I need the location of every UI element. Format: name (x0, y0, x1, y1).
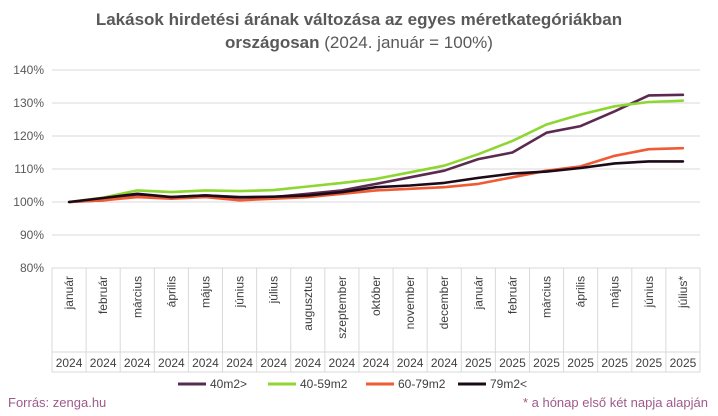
y-tick-label: 130% (13, 96, 44, 110)
year-label: 2024 (294, 356, 321, 370)
title-line-2-bold: országosan (225, 33, 320, 52)
x-tick-label: július (267, 276, 281, 304)
x-tick-label: február (505, 276, 519, 314)
year-label: 2025 (601, 356, 628, 370)
year-label: 2025 (499, 356, 526, 370)
legend-label-0: 40m2> (210, 377, 247, 391)
year-label: 2025 (670, 356, 697, 370)
year-label: 2025 (567, 356, 594, 370)
chart-title: Lakások hirdetési árának változása az eg… (0, 8, 718, 54)
x-tick-label: február (96, 276, 110, 314)
x-tick-label: december (437, 276, 451, 329)
y-tick-label: 120% (13, 129, 44, 143)
x-tick-label: augusztus (301, 276, 315, 331)
y-tick-label: 140% (13, 63, 44, 77)
year-label: 2024 (226, 356, 253, 370)
year-label: 2025 (533, 356, 560, 370)
year-label: 2024 (124, 356, 151, 370)
x-tick-label: június (642, 276, 656, 308)
title-line-2-rest: (2024. január = 100%) (319, 33, 493, 52)
series-line-1 (67, 99, 685, 204)
y-tick-label: 100% (13, 195, 44, 209)
x-tick-label: november (403, 276, 417, 329)
year-label: 2025 (465, 356, 492, 370)
year-label: 2024 (192, 356, 219, 370)
series-line-3 (67, 160, 685, 204)
legend-label-1: 40-59m2 (300, 377, 348, 391)
footnote: * a hónap első két napja alapján (522, 395, 708, 410)
title-line-1: Lakások hirdetési árának változása az eg… (95, 10, 623, 29)
year-label: 2025 (635, 356, 662, 370)
year-label: 2024 (158, 356, 185, 370)
year-label: 2024 (56, 356, 83, 370)
legend-label-3: 79m2< (490, 377, 527, 391)
x-tick-label: október (369, 276, 383, 316)
x-tick-label: március (130, 276, 144, 318)
y-tick-label: 90% (20, 228, 44, 242)
x-tick-label: július* (676, 276, 690, 309)
x-tick-label: május (608, 276, 622, 308)
year-label: 2024 (90, 356, 117, 370)
x-tick-label: január (62, 276, 76, 310)
y-tick-label: 80% (20, 261, 44, 275)
y-tick-label: 110% (14, 162, 44, 176)
year-label: 2024 (260, 356, 287, 370)
x-tick-label: szeptember (335, 276, 349, 339)
legend-label-2: 60-79m2 (398, 377, 446, 391)
x-tick-label: január (471, 276, 485, 310)
series-line-2 (67, 146, 685, 204)
year-label: 2024 (431, 356, 458, 370)
x-tick-label: április (164, 276, 178, 307)
x-tick-label: június (233, 276, 247, 308)
year-label: 2024 (363, 356, 390, 370)
x-tick-label: május (198, 276, 212, 308)
year-label: 2024 (397, 356, 424, 370)
x-tick-label: március (540, 276, 554, 318)
year-label: 2024 (329, 356, 356, 370)
source-note: Forrás: zenga.hu (8, 395, 107, 410)
x-tick-label: április (574, 276, 588, 307)
